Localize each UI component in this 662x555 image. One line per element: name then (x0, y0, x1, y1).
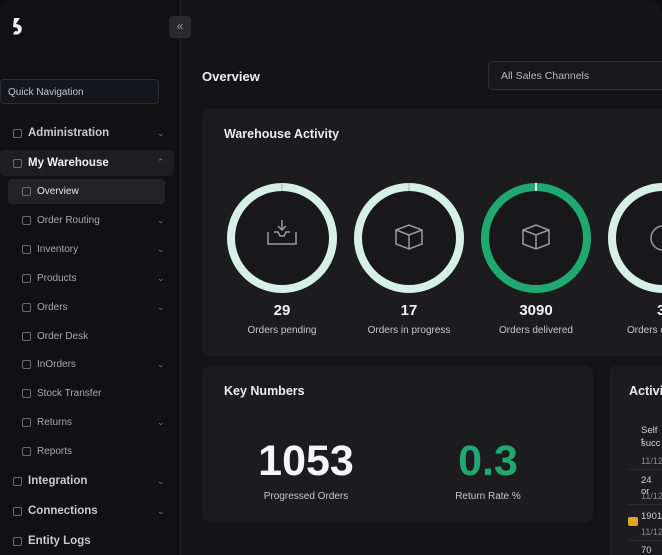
menu-item[interactable]: Connections (13, 501, 98, 521)
activity-text: 1901 (641, 511, 662, 522)
menu-item[interactable]: Administration (13, 123, 109, 143)
card-value: 3 (657, 302, 662, 319)
menu-label: Entity Logs (28, 535, 91, 547)
ring (354, 183, 464, 293)
menu-item[interactable]: My Warehouse (13, 153, 109, 173)
menu-item[interactable]: Overview (22, 181, 79, 201)
panel-title: Warehouse Activity (224, 127, 340, 141)
menu-label: Products (37, 272, 77, 284)
card-label: Orders pending (247, 325, 317, 336)
ring (481, 183, 591, 293)
card-label: Orders delivered (499, 325, 573, 336)
menu-label: Overview (37, 185, 79, 197)
menu-item[interactable]: Returns (22, 412, 72, 432)
sidebar: « Quick Navigation Administration ⌄ My Wa… (0, 0, 191, 555)
panel-title: Key Numbers (224, 384, 305, 398)
menu-item[interactable]: Entity Logs (13, 531, 91, 551)
kpi-label: Progressed Orders (263, 491, 349, 502)
page-title: Overview (202, 69, 260, 84)
activity-text: succ (641, 438, 661, 449)
menu-item[interactable]: Order Routing (22, 210, 100, 230)
panel-title: Activi (629, 384, 662, 398)
card-value: 29 (273, 302, 291, 319)
menu-item[interactable]: Products (22, 268, 76, 288)
menu-label: Inventory (37, 243, 79, 255)
selected-group (0, 150, 174, 176)
activity-date: 11/12 (641, 491, 662, 501)
card-value: 17 (400, 302, 418, 319)
card-label: Orders in progress (367, 325, 451, 336)
ring (227, 183, 337, 293)
selected-item (8, 179, 165, 204)
menu-item[interactable]: Inventory (22, 239, 78, 259)
activity-text: 24 or (641, 475, 652, 497)
rings (227, 183, 662, 293)
menu-label: InOrders (37, 358, 76, 370)
menu-label: Stock Transfer (37, 387, 102, 399)
kpi-value: 1053 (258, 437, 354, 485)
collapse-button[interactable]: « (169, 16, 191, 38)
menu-item[interactable]: Integration (13, 471, 87, 491)
activity-text: 70 or (641, 545, 652, 555)
activity-date: 11/12 (641, 456, 662, 466)
key-numbers-panel (202, 366, 593, 522)
activity-text: Self t (641, 425, 658, 447)
menu-label: Order Routing (37, 214, 100, 226)
menu-item[interactable]: InOrders (22, 354, 76, 374)
kpi-label: Return Rate % (455, 491, 521, 502)
channel-select[interactable]: All Sales Channels (488, 61, 662, 90)
menu-label: Administration (28, 127, 110, 139)
menu-label: Integration (28, 475, 88, 487)
menu-item[interactable]: Stock Transfer (22, 383, 101, 403)
quick-navigation[interactable]: Quick Navigation (0, 79, 159, 104)
card-value: 3090 (519, 302, 553, 319)
activity-date: 11/12 (641, 527, 662, 537)
menu-item[interactable]: Order Desk (22, 326, 88, 346)
menu-item[interactable]: Orders (22, 297, 68, 317)
menu-label: Connections (28, 505, 98, 517)
menu-label: Order Desk (37, 330, 89, 342)
menu-label: Orders (37, 301, 68, 313)
menu-label: Reports (37, 445, 73, 457)
logo (13, 18, 22, 35)
menu-label: My Warehouse (28, 157, 109, 169)
kpi-value: 0.3 (458, 437, 518, 485)
activity-icon (628, 517, 638, 526)
menu-item[interactable]: Reports (22, 441, 72, 461)
ring (608, 183, 662, 293)
card-label: Orders c (627, 325, 662, 336)
menu-label: Returns (37, 416, 73, 428)
